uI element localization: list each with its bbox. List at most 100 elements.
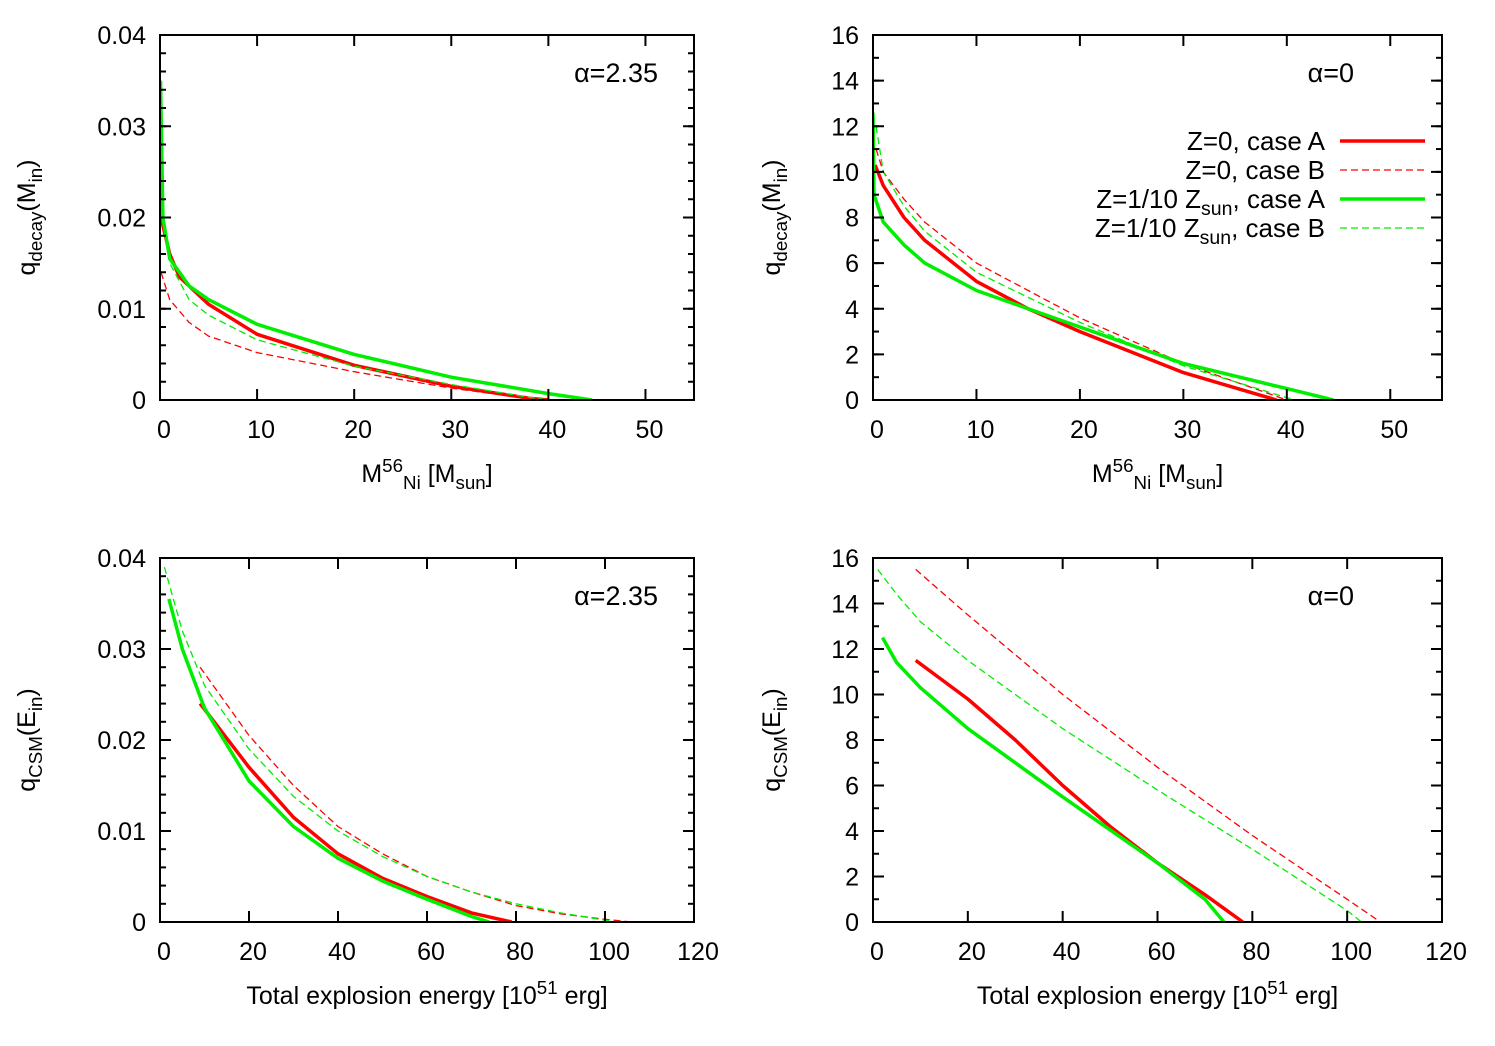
y-tick-label: 12 [831,636,859,664]
chart-panel-1: 0 10 20 30 40 50 0 0.01 0.02 0.03 0.04 M56Ni [Msun]… [13,22,695,493]
label-part: q [758,778,786,792]
label-part: q [13,778,41,792]
label-part: [M [1151,460,1186,488]
y-tick-label: 2 [845,864,859,892]
label-part: q [758,262,786,276]
series-line-1 [873,164,1277,400]
x-axis-label: Total explosion energy [1051 erg] [977,977,1338,1010]
legend-label-2: Z=0, case B [1186,155,1325,185]
label-part: Z=1/10 Z [1095,213,1200,243]
legend-label-1: Z=0, case A [1187,126,1326,156]
y-tick-label: 0.04 [97,22,146,50]
x-tick-label: 20 [1070,416,1098,444]
y-tick-label: 0 [845,909,859,937]
y-axis-label: qCSM(Ein) [758,688,791,792]
label-part: sun [1201,198,1232,220]
series-line-3 [880,636,1226,922]
y-tick-label: 0.02 [97,205,146,233]
alpha-annotation: α=0 [1308,58,1354,88]
y-tick-label: 0.01 [97,818,146,846]
y-tick-label: 6 [845,773,859,801]
y-tick-label: 0.03 [97,636,146,664]
label-part: , case B [1231,213,1325,243]
alpha-annotation: α=2.35 [574,581,658,611]
y-tick-label: 6 [845,250,859,278]
label-part: ] [486,460,493,488]
chart-panel-4: 0 20 40 60 80 100 120 0 2 4 6 8 10 12 14 16 Total explos… [758,545,1467,1010]
label-part: erg] [1288,982,1338,1010]
x-tick-label: 60 [417,938,445,966]
legend: Z=0, case AZ=0, case BZ=1/10 Zsun, case … [1095,126,1425,249]
y-tick-label: 0.03 [97,113,146,141]
x-tick-label: 40 [1277,416,1305,444]
x-tick-label: 30 [1173,416,1201,444]
series-line-2 [160,272,549,400]
label-part: CSM [770,736,791,778]
y-tick-label: 8 [845,727,859,755]
y-axis-label: qdecay(Min) [13,159,46,275]
label-part: ) [758,688,786,696]
label-part: q [13,262,41,276]
x-axis-label: M56Ni [Msun] [1092,455,1223,493]
y-tick-label: 0.01 [97,296,146,324]
legend-label-4: Z=1/10 Zsun, case B [1095,213,1325,249]
label-part: 56 [1113,455,1134,476]
label-part: Total explosion energy [10 [246,982,536,1010]
label-part: CSM [25,736,46,778]
label-part: Total explosion energy [10 [977,982,1267,1010]
label-part: in [25,697,46,712]
label-part: (E [758,711,786,736]
label-part: 51 [1267,977,1288,998]
label-part: Z=0, case B [1186,155,1325,185]
x-tick-label: 50 [636,416,664,444]
series-line-4 [877,569,1362,922]
plot-frame [159,34,695,401]
x-tick-label: 0 [157,416,171,444]
series-line-3 [873,112,1334,400]
y-tick-label: 0 [132,909,146,937]
x-tick-label: 10 [967,416,995,444]
x-axis-label: Total explosion energy [1051 erg] [246,977,607,1010]
x-axis-label: M56Ni [Msun] [361,455,492,493]
y-tick-label: 16 [831,22,859,50]
label-part: 51 [537,977,558,998]
x-tick-label: 80 [506,938,534,966]
label-part: decay [770,211,791,262]
x-tick-label: 50 [1380,416,1408,444]
y-axis-label: qdecay(Min) [758,159,791,275]
x-tick-label: 60 [1148,938,1176,966]
label-part: ] [1216,460,1223,488]
label-part: [M [421,460,456,488]
label-part: sun [1186,472,1216,493]
series-line-4 [160,199,549,400]
y-axis-label: qCSM(Ein) [13,688,46,792]
y-tick-label: 0.04 [97,545,146,573]
y-tick-label: 16 [831,545,859,573]
label-part: decay [25,211,46,262]
chart-panel-3: 0 20 40 60 80 100 120 0 0.01 0.02 0.03 0.04 Total ex… [13,545,719,1010]
label-part: sun [1200,227,1231,249]
label-part: 56 [382,455,403,476]
series-line-2 [875,148,1288,400]
series-line-2 [915,568,1381,922]
legend-label-3: Z=1/10 Zsun, case A [1096,184,1325,220]
y-tick-label: 10 [831,159,859,187]
label-part: ) [13,159,41,167]
plot-frame [872,557,1443,923]
x-tick-label: 10 [247,416,275,444]
x-tick-label: 20 [239,938,267,966]
series-line-3 [167,598,490,922]
x-tick-label: 40 [538,416,566,444]
x-tick-label: 20 [958,938,986,966]
label-part: Z=1/10 Z [1096,184,1201,214]
y-tick-label: 0.02 [97,727,146,755]
label-part: in [770,697,791,712]
alpha-annotation: α=0 [1308,581,1354,611]
series-line-4 [163,566,619,922]
series-line-1 [198,702,512,922]
y-tick-label: 14 [831,68,859,96]
alpha-annotation: α=2.35 [574,58,658,88]
y-tick-label: 4 [845,818,859,846]
